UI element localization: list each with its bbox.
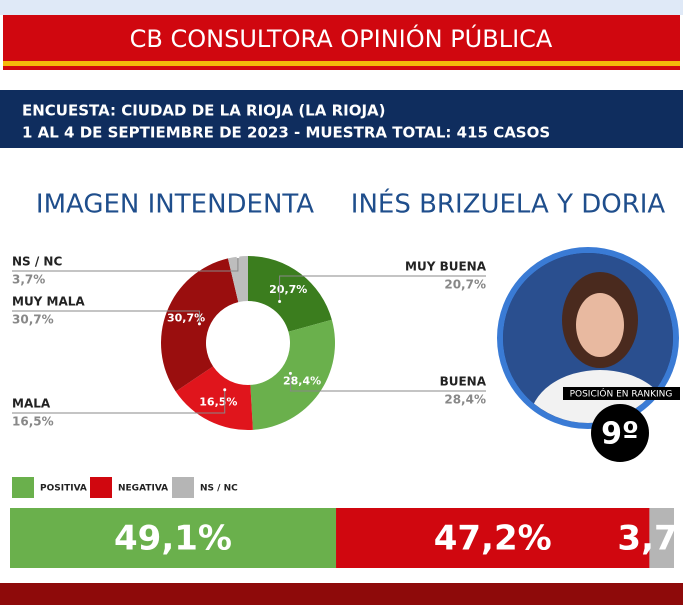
segment-label: 28,4% [283,375,321,388]
survey-line: ENCUESTA: CIUDAD DE LA RIOJA (LA RIOJA) [22,102,386,120]
leader-dot [278,299,282,303]
survey-line: 1 AL 4 DE SEPTIEMBRE DE 2023 - MUESTRA T… [22,124,550,142]
chart-title: IMAGEN INTENDENTA [36,190,314,220]
segment-label: 16,5% [199,396,237,409]
legend-label: NEGATIVA [118,484,168,494]
donut-segment [175,366,253,430]
ranking-label: POSICIÓN EN RANKING [570,388,673,400]
bar-value-label: 3,7% [617,519,683,559]
header-stripe [3,61,680,66]
bar-segment [10,508,337,568]
ranking-position: 9º [601,417,639,452]
outer-value-label: 20,7% [444,278,486,292]
category-label: MUY BUENA [405,260,487,274]
outer-value-label: 3,7% [12,273,45,287]
outer-value-label: 16,5% [12,415,54,429]
category-label: NS / NC [12,255,62,269]
donut-segment [250,319,335,430]
bar-segment [649,508,674,568]
photo [497,247,680,462]
header-stripe [3,66,680,70]
stacked-bar: 49,1% 47,2% 3,7% [10,508,683,568]
legend-swatch [172,477,194,498]
leader-line [289,373,486,392]
legend-label: NS / NC [200,484,238,494]
category-label: BUENA [440,375,487,389]
header-title: CB CONSULTORA OPINIÓN PÚBLICA [130,23,553,53]
donut-segment [227,256,248,303]
legend-swatch [12,477,34,498]
segment-label: 20,7% [269,283,307,296]
leader-line [279,275,486,302]
legend-swatch [90,477,112,498]
bar-segment [336,508,650,568]
leader-line [12,310,200,324]
bar-value-label: 49,1% [114,519,232,559]
donut-segment [248,256,332,332]
leader-line [12,256,239,272]
leader-dot [197,322,201,326]
header-band [3,15,680,61]
legend-label: POSITIVA [40,484,87,494]
bar-value-label: 47,2% [434,519,552,559]
segment-label: 30,7% [167,312,205,325]
leader-dot [236,255,240,259]
footer-band [0,583,683,605]
leader-line [12,389,226,414]
leader-dot [288,371,292,375]
leader-dot [223,388,227,392]
survey-band [0,90,683,148]
outer-value-label: 30,7% [12,313,54,327]
top-strip [0,0,683,15]
outer-value-label: 28,4% [444,393,486,407]
category-label: MUY MALA [12,295,85,309]
category-label: MALA [12,397,51,411]
chart-subtitle: INÉS BRIZUELA Y DORIA [351,188,666,220]
